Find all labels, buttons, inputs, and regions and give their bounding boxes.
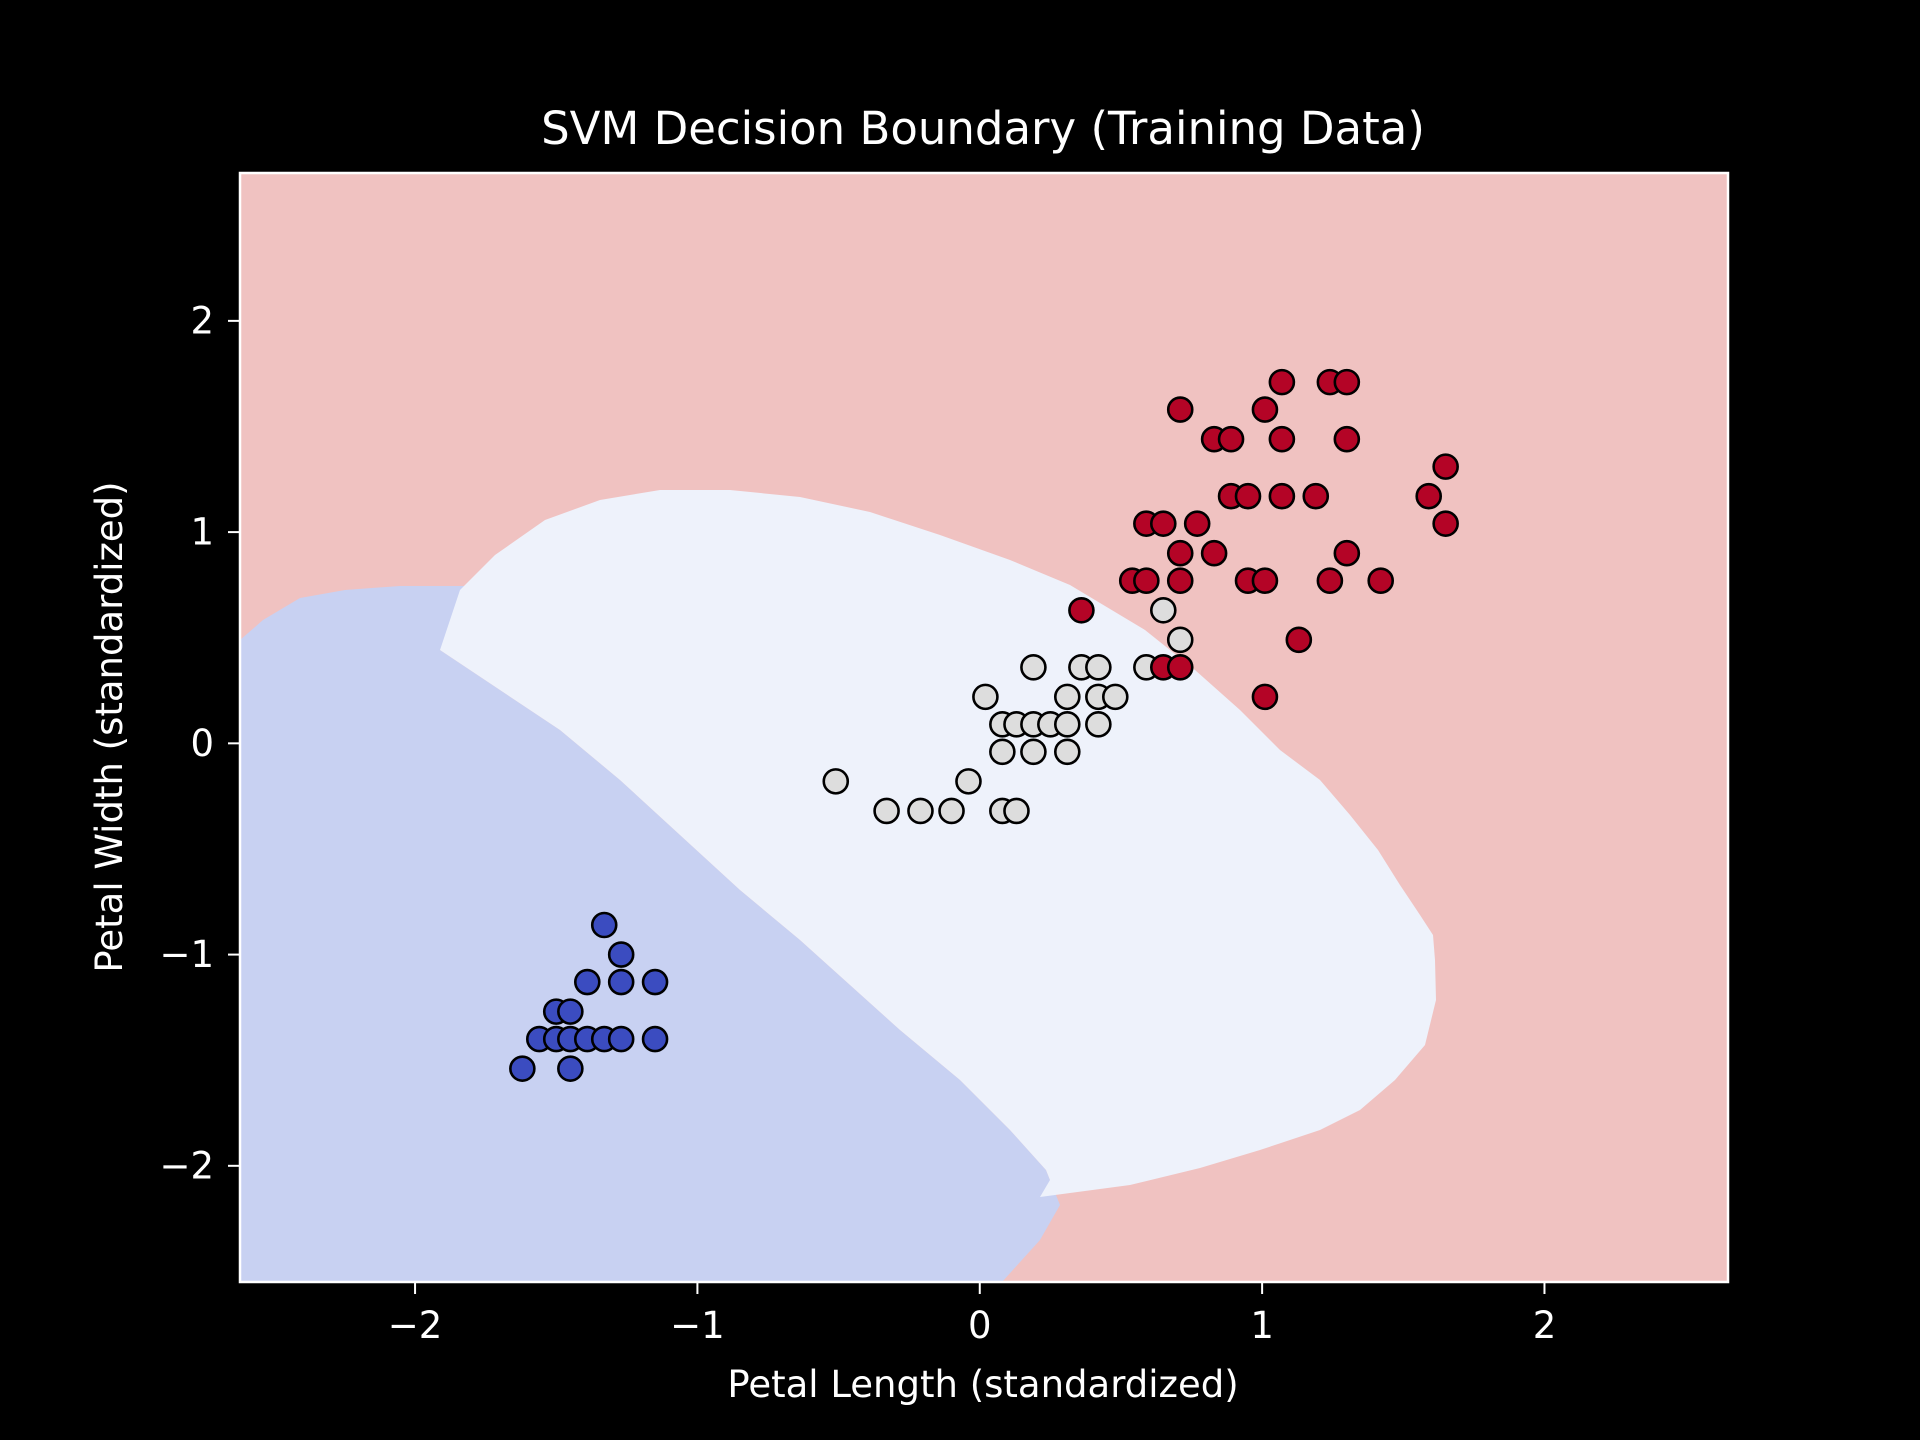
data-point-class-2 [1333,425,1361,453]
data-point-class-1 [907,797,934,825]
data-point-class-2 [1268,368,1296,396]
data-point-class-0 [607,941,635,968]
y-tick-label: −2 [159,1144,214,1187]
x-tick-label: 2 [1533,1304,1557,1347]
data-point-class-0 [607,968,635,996]
data-point-class-1 [1101,683,1129,711]
data-point-class-2 [1166,567,1194,594]
data-point-class-2 [1251,683,1279,711]
data-point-class-1 [873,797,900,825]
data-point-class-2 [1166,539,1194,567]
data-point-class-2 [1068,596,1095,624]
data-point-class-0 [557,998,584,1025]
data-point-class-1 [1053,683,1081,711]
data-point-class-1 [1149,596,1177,624]
data-point-class-2 [1333,539,1361,567]
x-tick-label: 0 [968,1304,992,1347]
data-point-class-1 [1053,711,1081,738]
data-point-class-2 [1234,482,1262,510]
decision-regions [240,173,1728,1282]
data-point-class-0 [573,968,601,996]
data-point-class-2 [1302,482,1330,510]
data-point-class-1 [1085,711,1112,738]
data-point-class-2 [1183,510,1211,537]
data-point-class-2 [1166,396,1194,423]
data-point-class-2 [1268,482,1296,510]
data-point-class-1 [1053,738,1081,766]
data-point-class-2 [1285,626,1313,654]
data-point-class-0 [641,1025,669,1053]
data-point-class-1 [972,683,999,711]
data-point-class-2 [1217,425,1245,453]
data-point-class-1 [938,797,965,825]
data-point-class-0 [590,911,618,939]
y-axis-label: Petal Width (standardized) [88,481,131,972]
x-tick-label: −2 [388,1304,443,1347]
y-axis: −2 −1 0 1 2 Petal Width (standardized) [88,299,240,1187]
x-tick-label: 1 [1250,1304,1274,1347]
data-point-class-1 [1085,653,1112,681]
plot-frame [238,171,1730,1284]
x-axis: −2 −1 0 1 2 Petal Length (standardized) [388,1282,1556,1406]
data-point-class-1 [989,738,1016,766]
data-point-class-0 [509,1055,536,1082]
data-point-class-1 [1020,653,1047,681]
data-point-class-2 [1133,567,1160,594]
data-point-class-2 [1200,539,1228,567]
y-tick-label: 0 [190,722,214,765]
data-point-class-0 [607,1025,635,1053]
chart-title: SVM Decision Boundary (Training Data) [541,102,1425,155]
data-point-class-2 [1333,368,1361,396]
y-tick-label: 2 [190,299,214,342]
data-point-class-2 [1367,567,1395,594]
data-point-class-2 [1432,510,1459,537]
data-point-class-1 [1020,738,1047,766]
data-point-class-0 [557,1055,584,1082]
y-tick-label: 1 [190,511,214,554]
data-point-class-1 [1003,797,1030,825]
y-tick-label: −1 [159,933,214,976]
data-point-class-2 [1432,453,1459,480]
x-tick-label: −1 [670,1304,725,1347]
region-class-0 [240,586,1060,1282]
data-point-class-2 [1268,425,1296,453]
data-point-class-1 [822,768,850,795]
data-point-class-2 [1251,567,1279,594]
data-point-class-2 [1251,396,1279,423]
data-point-class-1 [955,768,982,795]
data-point-class-2 [1316,567,1344,594]
data-point-class-2 [1415,482,1443,510]
data-point-class-0 [641,968,669,996]
data-point-class-2 [1149,510,1177,537]
x-axis-label: Petal Length (standardized) [727,1363,1238,1406]
data-point-class-1 [1166,626,1194,654]
scatter-points [509,368,1459,1082]
data-point-class-2 [1166,653,1194,681]
